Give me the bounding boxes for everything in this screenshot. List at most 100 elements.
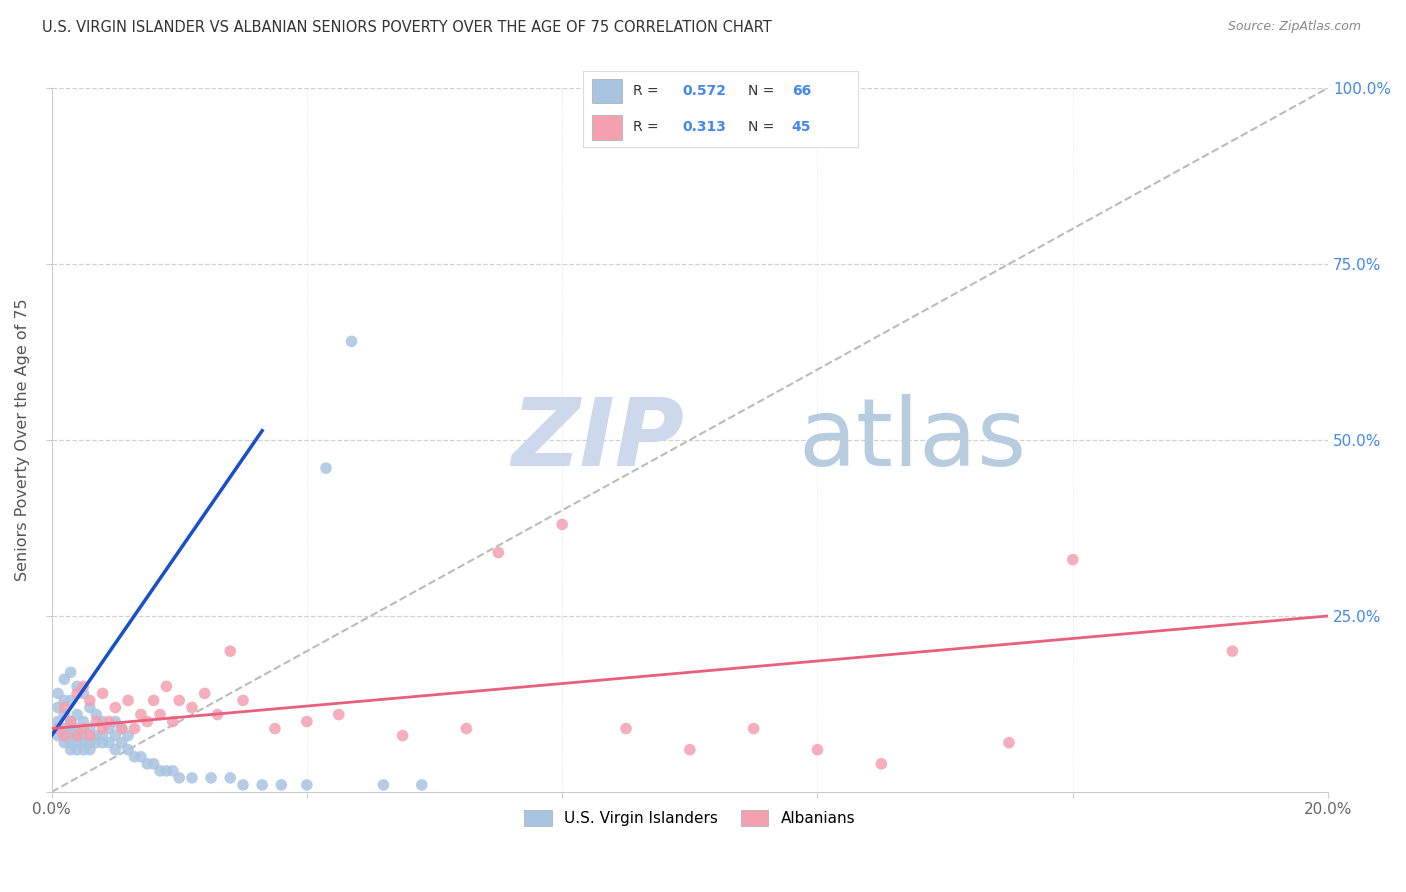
Point [79,729,101,743]
Point [59,736,82,750]
Point [59,729,82,743]
Text: ZIP: ZIP [512,394,683,486]
Point [870,756,893,771]
Point [66,736,89,750]
Point [232,693,254,707]
Point [111,736,134,750]
Point [98,722,121,736]
Point [66,742,89,756]
Point [72,729,94,743]
Point [46,729,69,743]
Point [79,722,101,736]
Point [104,742,127,756]
Point [72,736,94,750]
Point [1222,644,1244,658]
Point [91,714,114,729]
Point [84,714,107,729]
Point [155,764,177,778]
Point [264,722,287,736]
Legend: U.S. Virgin Islanders, Albanians: U.S. Virgin Islanders, Albanians [517,802,863,834]
Point [111,722,134,736]
Point [117,729,139,743]
Point [295,778,318,792]
Point [66,707,89,722]
Point [59,693,82,707]
Point [66,679,89,693]
Point [59,722,82,736]
Point [104,700,127,714]
Point [46,714,69,729]
Point [742,722,765,736]
Text: 66: 66 [792,84,811,98]
Point [411,778,433,792]
Point [91,729,114,743]
Point [46,686,69,700]
Point [149,764,172,778]
Point [117,742,139,756]
Point [72,714,94,729]
Point [53,736,76,750]
Point [53,693,76,707]
Point [66,729,89,743]
Point [270,778,292,792]
Point [328,707,350,722]
Point [104,714,127,729]
Point [59,665,82,680]
Point [91,686,114,700]
Point [194,686,217,700]
Point [679,742,702,756]
Text: 45: 45 [792,120,811,134]
Text: R =: R = [633,120,662,134]
Point [59,714,82,729]
Point [59,714,82,729]
Bar [592,79,621,103]
Point [456,722,478,736]
Point [79,693,101,707]
Point [66,729,89,743]
Point [129,707,152,722]
Text: Source: ZipAtlas.com: Source: ZipAtlas.com [1227,20,1361,33]
Point [162,764,184,778]
Text: 0.572: 0.572 [682,84,725,98]
Point [84,736,107,750]
Text: N =: N = [748,120,779,134]
Point [53,707,76,722]
Point [340,334,363,349]
Point [79,736,101,750]
Point [181,771,204,785]
Text: N =: N = [748,84,779,98]
Point [84,729,107,743]
Point [53,700,76,714]
Point [219,644,242,658]
Point [104,729,127,743]
Point [315,461,337,475]
Point [72,742,94,756]
Point [806,742,828,756]
Point [46,722,69,736]
Point [98,736,121,750]
Point [155,679,177,693]
Point [373,778,395,792]
Point [181,700,204,714]
Point [614,722,637,736]
Point [149,707,172,722]
Point [72,722,94,736]
Point [66,722,89,736]
Point [486,545,509,559]
Point [66,686,89,700]
Text: atlas: atlas [799,394,1026,486]
Point [53,673,76,687]
Point [117,693,139,707]
Point [219,771,242,785]
Point [53,729,76,743]
Point [79,700,101,714]
Point [46,700,69,714]
Point [200,771,222,785]
Point [295,714,318,729]
Point [72,686,94,700]
Point [551,517,574,532]
Text: U.S. VIRGIN ISLANDER VS ALBANIAN SENIORS POVERTY OVER THE AGE OF 75 CORRELATION : U.S. VIRGIN ISLANDER VS ALBANIAN SENIORS… [42,20,772,35]
Point [391,729,413,743]
Point [79,742,101,756]
Point [129,749,152,764]
